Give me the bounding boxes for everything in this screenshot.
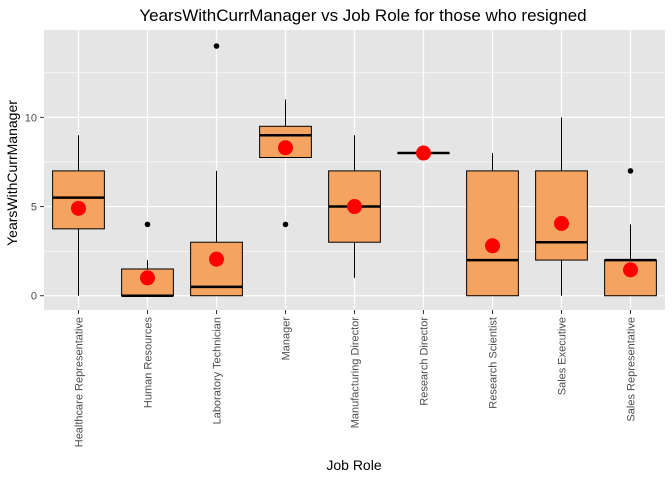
x-tick-label: Research Director	[419, 317, 431, 406]
x-tick-label: Laboratory Technician	[212, 317, 224, 424]
mean-point	[416, 145, 431, 161]
x-axis: Healthcare Representative Human Resources…	[74, 310, 638, 447]
mean-point	[347, 199, 362, 215]
x-tick-label: Manufacturing Director	[350, 317, 362, 429]
box-body	[535, 170, 588, 261]
x-tick-label: Healthcare Representative	[74, 317, 86, 447]
box-9	[604, 168, 657, 297]
outlier-point	[213, 43, 220, 49]
outlier-point	[627, 168, 634, 174]
x-tick-label: Sales Executive	[557, 317, 569, 395]
x-tick-label: Research Scientist	[488, 317, 500, 409]
box-4	[259, 99, 312, 228]
box-8	[535, 117, 588, 296]
x-axis-title: Job Role	[326, 457, 381, 473]
mean-point	[278, 140, 293, 156]
mean-point	[140, 270, 155, 286]
box-5	[328, 135, 381, 278]
x-tick-label: Human Resources	[143, 317, 155, 409]
box-2	[121, 221, 174, 297]
mean-point	[554, 216, 569, 232]
x-tick-label: Sales Representative	[626, 317, 638, 422]
box-6	[397, 145, 450, 161]
y-tick-label: 0	[31, 291, 37, 303]
outlier-point	[282, 221, 289, 228]
box-body	[466, 170, 519, 297]
y-axis: 0 5 10	[25, 112, 44, 303]
y-tick-label: 10	[25, 112, 37, 124]
y-axis-title: YearsWithCurrManager	[4, 100, 20, 246]
mean-point	[209, 251, 224, 267]
chart-title: YearsWithCurrManager vs Job Role for tho…	[139, 6, 586, 25]
box-1	[52, 135, 105, 296]
mean-point	[623, 262, 638, 278]
boxes	[52, 43, 657, 297]
outlier-point	[144, 221, 151, 228]
box-7	[466, 153, 519, 297]
box-3	[190, 43, 243, 297]
y-tick-label: 5	[31, 202, 37, 214]
x-tick-label: Manager	[281, 317, 293, 361]
mean-point	[485, 238, 500, 254]
mean-point	[71, 200, 86, 216]
box-body	[52, 170, 105, 230]
